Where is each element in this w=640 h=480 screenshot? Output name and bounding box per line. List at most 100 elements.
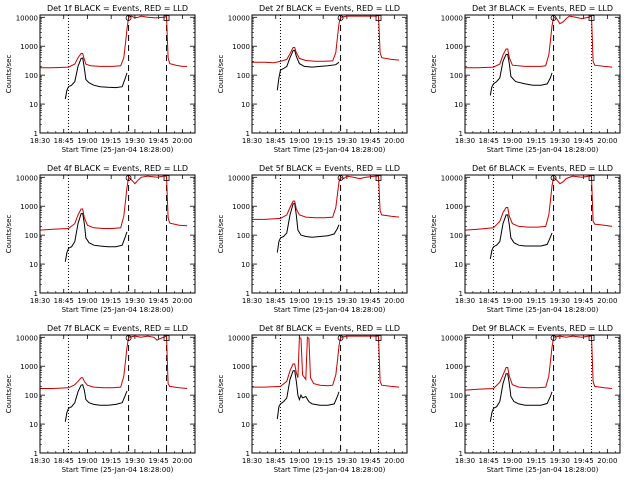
y-tick-label: 10 — [454, 101, 463, 109]
x-tick-label: 20:00 — [597, 137, 617, 145]
plot-frame — [251, 14, 408, 134]
x-tick-label: 18:45 — [54, 457, 74, 465]
y-tick-label: 1000 — [445, 43, 463, 51]
y-axis-label: Counts/sec — [217, 55, 225, 94]
y-tick-label: 1 — [246, 450, 250, 458]
x-axis-label: Start Time (25-Jan-04 18:28:00) — [487, 466, 599, 474]
y-tick-label: 1 — [246, 130, 250, 138]
x-tick-label: 19:45 — [149, 457, 169, 465]
y-tick-label: 1000 — [445, 363, 463, 371]
x-tick-label: 18:30 — [455, 137, 475, 145]
x-tick-label: 20:00 — [172, 457, 192, 465]
y-tick-label: 10 — [29, 421, 38, 429]
y-tick-label: 1000 — [445, 203, 463, 211]
x-axis-label: Start Time (25-Jan-04 18:28:00) — [62, 306, 174, 314]
y-tick-label: 1 — [34, 290, 38, 298]
y-tick-label: 1000 — [20, 43, 38, 51]
plot-frame — [251, 334, 408, 454]
x-axis-label: Start Time (25-Jan-04 18:28:00) — [62, 466, 174, 474]
x-tick-label: 19:15 — [313, 457, 333, 465]
events-series-line — [64, 384, 128, 422]
chart-title: Det 1f BLACK = Events, RED = LLD — [47, 4, 188, 13]
x-tick-label: 18:45 — [479, 297, 499, 305]
chart-panel-7: Det 7f BLACK = Events, RED = LLD 1 10 100 10… — [5, 324, 196, 474]
x-axis-label: Start Time (25-Jan-04 18:28:00) — [274, 306, 386, 314]
x-tick-label: 18:30 — [455, 457, 475, 465]
x-tick-label: 19:45 — [361, 457, 381, 465]
y-tick-label: 10000 — [441, 174, 463, 182]
y-axis-label: Counts/sec — [5, 375, 13, 414]
x-tick-label: 19:15 — [313, 137, 333, 145]
lld-series-line — [464, 175, 613, 231]
y-tick-label: 1 — [459, 450, 463, 458]
x-tick-label: 20:00 — [172, 297, 192, 305]
y-axis-label: Counts/sec — [217, 375, 225, 414]
x-tick-label: 18:30 — [242, 457, 262, 465]
y-tick-label: 1 — [34, 130, 38, 138]
y-tick-label: 10000 — [228, 14, 250, 22]
y-axis-label: Counts/sec — [5, 215, 13, 254]
x-axis-label: Start Time (25-Jan-04 18:28:00) — [487, 146, 599, 154]
chart-title: Det 9f BLACK = Events, RED = LLD — [472, 324, 613, 333]
x-tick-label: 18:45 — [54, 137, 74, 145]
x-tick-label: 19:45 — [149, 137, 169, 145]
x-tick-label: 19:00 — [289, 137, 309, 145]
y-axis-label: Counts/sec — [430, 55, 438, 94]
x-tick-label: 19:15 — [313, 297, 333, 305]
y-tick-label: 10000 — [441, 334, 463, 342]
x-tick-label: 18:30 — [455, 297, 475, 305]
x-tick-label: 18:30 — [242, 137, 262, 145]
x-tick-label: 19:45 — [574, 137, 594, 145]
x-tick-label: 19:30 — [337, 137, 357, 145]
y-tick-label: 10 — [241, 101, 250, 109]
x-tick-label: 19:30 — [125, 137, 145, 145]
y-tick-label: 100 — [450, 392, 463, 400]
events-series-line — [489, 214, 553, 260]
plot-frame — [464, 14, 621, 134]
x-tick-label: 19:00 — [77, 297, 97, 305]
x-tick-label: 19:15 — [101, 457, 121, 465]
x-tick-label: 19:30 — [550, 457, 570, 465]
x-axis-label: Start Time (25-Jan-04 18:28:00) — [274, 146, 386, 154]
x-axis-label: Start Time (25-Jan-04 18:28:00) — [62, 146, 174, 154]
x-tick-label: 20:00 — [384, 137, 404, 145]
y-axis-label: Counts/sec — [5, 55, 13, 94]
x-tick-label: 18:45 — [266, 297, 286, 305]
x-tick-label: 19:30 — [550, 297, 570, 305]
x-tick-label: 19:45 — [149, 297, 169, 305]
plot-frame — [464, 174, 621, 294]
y-tick-label: 1000 — [232, 203, 250, 211]
y-tick-label: 1000 — [20, 203, 38, 211]
chart-panel-9: Det 9f BLACK = Events, RED = LLD 1 10 100 10… — [430, 324, 621, 474]
y-tick-label: 10000 — [16, 14, 38, 22]
y-axis-label: Counts/sec — [430, 215, 438, 254]
chart-title: Det 6f BLACK = Events, RED = LLD — [472, 164, 613, 173]
y-tick-label: 100 — [450, 232, 463, 240]
y-tick-label: 100 — [25, 72, 38, 80]
y-tick-label: 1 — [34, 450, 38, 458]
events-series-line — [64, 212, 128, 262]
events-series-line — [276, 49, 340, 91]
x-tick-label: 18:45 — [266, 457, 286, 465]
y-tick-label: 1000 — [232, 43, 250, 51]
chart-panel-5: Det 5f BLACK = Events, RED = LLD 1 10 100 10… — [217, 164, 408, 314]
x-tick-label: 19:15 — [526, 297, 546, 305]
events-series-line — [276, 370, 340, 420]
y-tick-label: 10000 — [228, 334, 250, 342]
x-tick-label: 19:30 — [125, 297, 145, 305]
x-tick-label: 19:15 — [526, 137, 546, 145]
x-tick-label: 19:15 — [101, 297, 121, 305]
y-tick-label: 100 — [237, 392, 250, 400]
y-tick-label: 10 — [29, 101, 38, 109]
y-tick-label: 100 — [25, 392, 38, 400]
lld-series-line — [252, 14, 400, 64]
chart-panel-6: Det 6f BLACK = Events, RED = LLD 1 10 100 10… — [430, 164, 621, 314]
x-tick-label: 19:00 — [289, 457, 309, 465]
y-tick-label: 10000 — [16, 334, 38, 342]
x-tick-label: 20:00 — [172, 137, 192, 145]
x-tick-label: 20:00 — [384, 297, 404, 305]
x-tick-label: 19:00 — [77, 457, 97, 465]
chart-panel-1: Det 1f BLACK = Events, RED = LLD 1 10 100 10… — [5, 4, 196, 154]
y-tick-label: 1 — [246, 290, 250, 298]
x-tick-label: 18:30 — [30, 297, 50, 305]
